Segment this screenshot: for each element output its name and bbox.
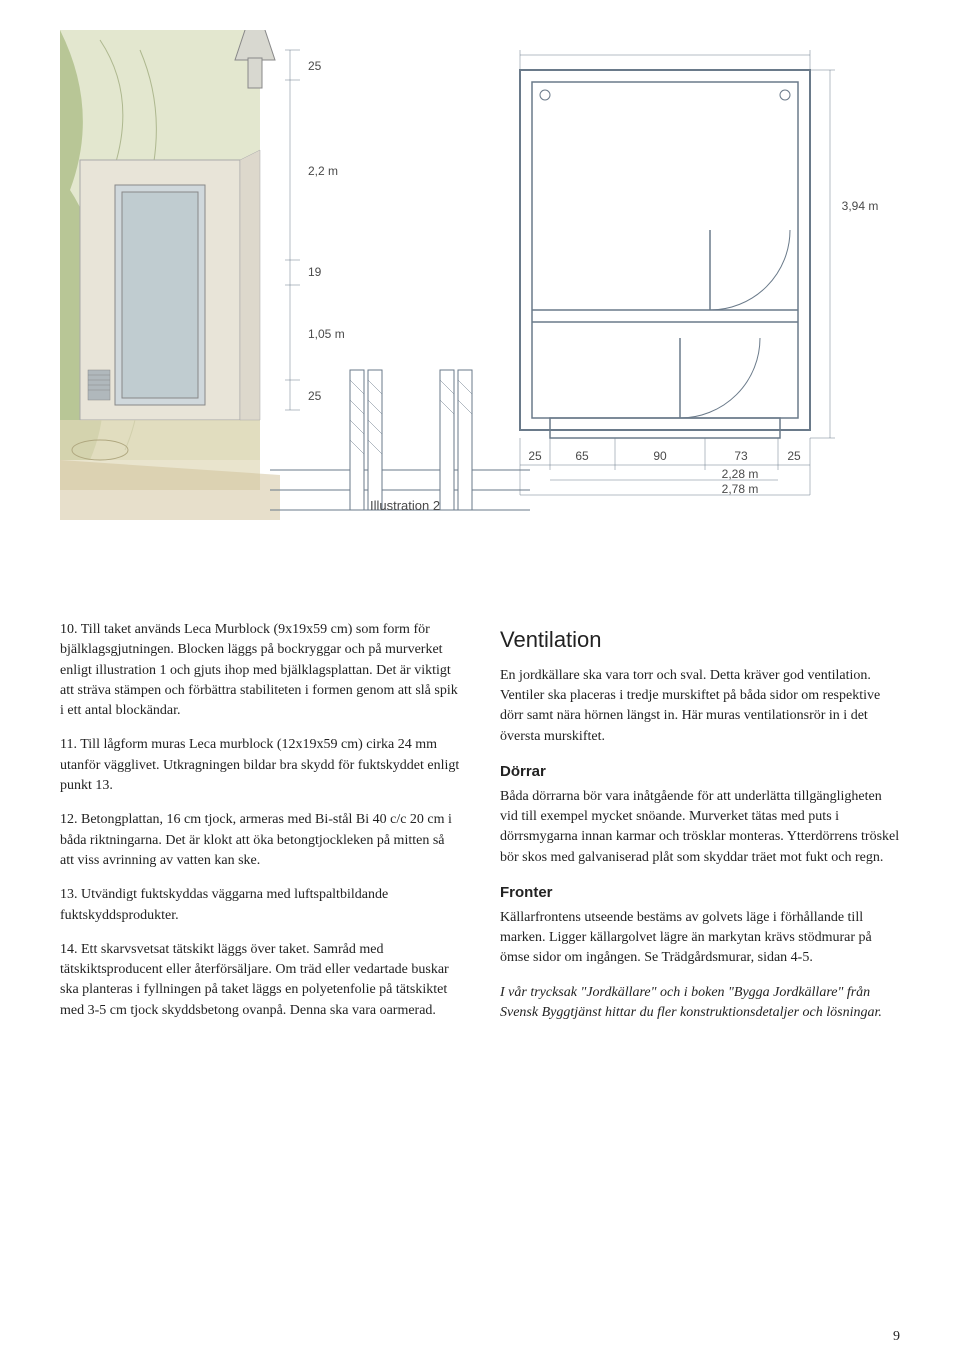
para-ventilation: En jordkällare ska vara torr och sval. D…	[500, 666, 900, 747]
svg-text:3,94 m: 3,94 m	[842, 199, 879, 213]
svg-text:25: 25	[787, 449, 801, 463]
svg-text:65: 65	[575, 449, 589, 463]
para-11: 11. Till lågform muras Leca murblock (12…	[60, 735, 460, 796]
svg-text:25: 25	[308, 389, 322, 403]
para-italic-note: I vår trycksak "Jordkällare" och i boken…	[500, 983, 900, 1024]
para-dorrar: Båda dörrarna bör vara inåtgående för at…	[500, 787, 900, 868]
heading-dorrar: Dörrar	[500, 761, 900, 783]
svg-text:2,2 m: 2,2 m	[308, 164, 338, 178]
svg-text:2,78 m: 2,78 m	[722, 482, 759, 496]
heading-fronter: Fronter	[500, 882, 900, 904]
illustration-left	[60, 30, 280, 520]
left-column: 10. Till taket används Leca Murblock (9x…	[60, 620, 460, 1037]
svg-text:25: 25	[528, 449, 542, 463]
svg-text:25: 25	[308, 59, 322, 73]
left-dims: 25 2,2 m 19 1,05 m 25	[285, 50, 345, 410]
svg-text:2,28 m: 2,28 m	[722, 467, 759, 481]
para-10: 10. Till taket används Leca Murblock (9x…	[60, 620, 460, 721]
plan-view: 25 65 90 73 25 2,28 m 2,78 m 3,94 m	[520, 50, 878, 496]
technical-diagram: 25 65 90 73 25 2,28 m 2,78 m 3,94 m 25 2…	[60, 30, 900, 590]
right-column: Ventilation En jordkällare ska vara torr…	[500, 620, 900, 1037]
para-14: 14. Ett skarvsvetsat tätskikt läggs över…	[60, 940, 460, 1021]
heading-ventilation: Ventilation	[500, 624, 900, 656]
para-12: 12. Betongplattan, 16 cm tjock, armeras …	[60, 810, 460, 871]
text-content: 10. Till taket används Leca Murblock (9x…	[60, 620, 900, 1037]
svg-text:19: 19	[308, 265, 322, 279]
diagram-caption: Illustration 2	[370, 498, 440, 513]
para-13: 13. Utvändigt fuktskyddas väggarna med l…	[60, 885, 460, 926]
svg-text:90: 90	[653, 449, 667, 463]
para-fronter: Källarfrontens utseende bestäms av golve…	[500, 908, 900, 969]
svg-text:1,05 m: 1,05 m	[308, 327, 345, 341]
page-number: 9	[893, 1329, 900, 1345]
svg-text:73: 73	[734, 449, 748, 463]
